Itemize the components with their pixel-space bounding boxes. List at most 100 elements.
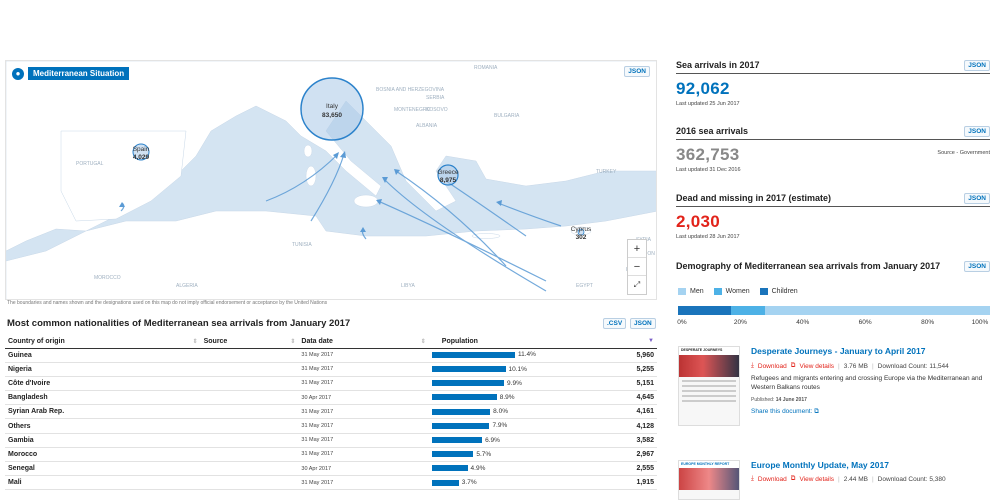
document-description: Refugees and migrants entering and cross… [751,375,983,391]
cyprus-value: 302 [576,234,587,241]
table-row[interactable]: Gambia 31 May 2017 6.9% 3,582 [5,433,657,448]
zoom-controls: + − ⤢ [627,239,647,295]
italy-bubble[interactable] [300,77,364,141]
zoom-in-button[interactable]: + [628,240,646,258]
stat-dead-missing: Dead and missing in 2017 (estimate) JSON… [676,193,990,240]
population-percent: 3.7% [461,479,477,487]
population-bar [431,351,515,358]
document-thumbnail[interactable]: DESPERATE JOURNEYS [678,346,740,426]
table-json-button[interactable]: JSON [630,318,656,329]
population-bar-cell: 11.4% [428,348,599,363]
document-thumbnail[interactable]: EUROPE MONTHLY REPORT [678,460,740,500]
population-value: 4,645 [598,390,657,406]
stat-json-button[interactable]: JSON [964,193,990,204]
stat-value: 362,753 [676,145,740,164]
population-percent: 10.1% [508,365,527,373]
document-card: DESPERATE JOURNEYS Desperate Journeys - … [678,346,990,436]
legend-swatch [713,288,722,295]
date-cell: 31 May 2017 [298,376,429,392]
map-label-morocco: MOROCCO [94,275,121,281]
document-title[interactable]: Desperate Journeys - January to April 20… [751,346,926,356]
demography-segment-children[interactable] [678,306,732,315]
legend-item[interactable]: Children [759,288,798,295]
external-link-icon[interactable]: ⧉ [790,475,796,482]
flow-arrow [497,202,562,227]
table-row[interactable]: Others 31 May 2017 7.9% 4,128 [5,418,657,434]
table-row[interactable]: Senegal 30 Apr 2017 4.9% 2,555 [5,461,657,477]
table-row[interactable]: Bangladesh 30 Apr 2017 8.9% 4,645 [5,390,657,406]
flow-arrow [395,170,507,267]
population-bar-cell: 7.9% [428,418,599,434]
date-cell: 30 Apr 2017 [298,390,429,406]
column-header-country[interactable]: Country of origin ⇕ [5,336,201,349]
download-count: Download Count: 5,380 [877,475,946,483]
population-bar-cell: 5.7% [428,447,599,463]
column-header-population[interactable]: Population ▼ [428,336,657,349]
italy-label: Italy [326,103,339,110]
greece-bubble[interactable] [437,164,459,186]
share-icon[interactable]: ⧉ [814,408,819,415]
document-title[interactable]: Europe Monthly Update, May 2017 [751,460,889,470]
column-header-source[interactable]: Source ⇕ [200,336,299,349]
demography-bar [678,306,990,315]
map-label-kosovo: KOSOVO [426,107,448,113]
flow-arrow [383,178,547,292]
demography-segment-women[interactable] [731,306,766,315]
date-cell: 31 May 2017 [298,348,429,363]
stat-json-button[interactable]: JSON [964,60,990,71]
external-link-icon[interactable]: ⧉ [790,362,796,369]
table-row[interactable]: Syrian Arab Rep. 31 May 2017 8.0% 4,161 [5,404,657,420]
legend-swatch [759,288,768,295]
stat-json-button[interactable]: JSON [964,126,990,137]
population-bar [431,408,491,415]
download-icon[interactable]: ⤓ [751,362,754,369]
stat-title: Sea arrivals in 2017 [676,60,990,74]
map-title: ● Mediterranean Situation [12,67,130,80]
country-cell: Nigeria [5,362,201,377]
legend-item[interactable]: Women [713,288,750,295]
map-label-bosnia: BOSNIA AND HERZEGOVINA [376,87,445,93]
axis-tick-label: 20% [733,319,747,326]
source-cell [200,348,299,363]
column-header-date[interactable]: Data date ⇕ [298,336,429,349]
italy-value: 83,650 [322,112,342,119]
view-details-link[interactable]: View details [799,362,835,370]
map-label-montenegro: MONTENEGRO [394,107,431,113]
flow-arrow [310,153,345,222]
thumb-heading: DESPERATE JOURNEYS [679,347,739,355]
situation-map[interactable]: ROMANIA BOSNIA AND HERZEGOVINA SERBIA BU… [5,60,657,300]
population-bar [431,380,505,387]
table-row[interactable]: Mali 31 May 2017 3.7% 1,915 [5,475,657,491]
thumb-photo [679,355,739,377]
view-details-link[interactable]: View details [799,475,835,483]
table-row[interactable]: Côte d'Ivoire 31 May 2017 9.9% 5,151 [5,376,657,392]
download-icon[interactable]: ⤓ [751,475,754,482]
download-link[interactable]: Download [757,475,787,483]
population-percent: 4.9% [470,464,486,472]
flow-arrowhead [333,152,339,159]
table-row[interactable]: Guinea 31 May 2017 11.4% 5,960 [5,348,657,363]
cyprus-bubble[interactable] [577,228,585,236]
flow-arrowhead [382,177,388,183]
demography-legend: Men Women Children [678,288,798,295]
nationalities-title: Most common nationalities of Mediterrane… [7,318,351,329]
download-link[interactable]: Download [757,362,787,370]
demography-json-button[interactable]: JSON [964,261,990,272]
population-percent: 9.9% [507,379,522,387]
csv-button[interactable]: .CSV [603,318,627,329]
spain-bubble[interactable] [132,143,150,161]
legend-item[interactable]: Men [678,288,704,295]
table-row[interactable]: Nigeria 31 May 2017 10.1% 5,255 [5,362,657,377]
population-bar-cell: 3.7% [428,475,599,491]
table-row[interactable]: Morocco 31 May 2017 5.7% 2,967 [5,447,657,463]
map-json-button[interactable]: JSON [624,66,650,77]
legend-swatch [678,288,686,295]
share-document[interactable]: Share this document: ⧉ [751,408,819,415]
sort-desc-icon: ▼ [648,338,654,344]
source-cell [200,376,299,392]
map-canvas[interactable]: ROMANIA BOSNIA AND HERZEGOVINA SERBIA BU… [6,61,657,300]
axis-tick-label: 40% [796,319,810,326]
fullscreen-button[interactable]: ⤢ [633,280,641,289]
demography-segment-men[interactable] [765,306,990,315]
zoom-out-button[interactable]: − [628,258,646,276]
